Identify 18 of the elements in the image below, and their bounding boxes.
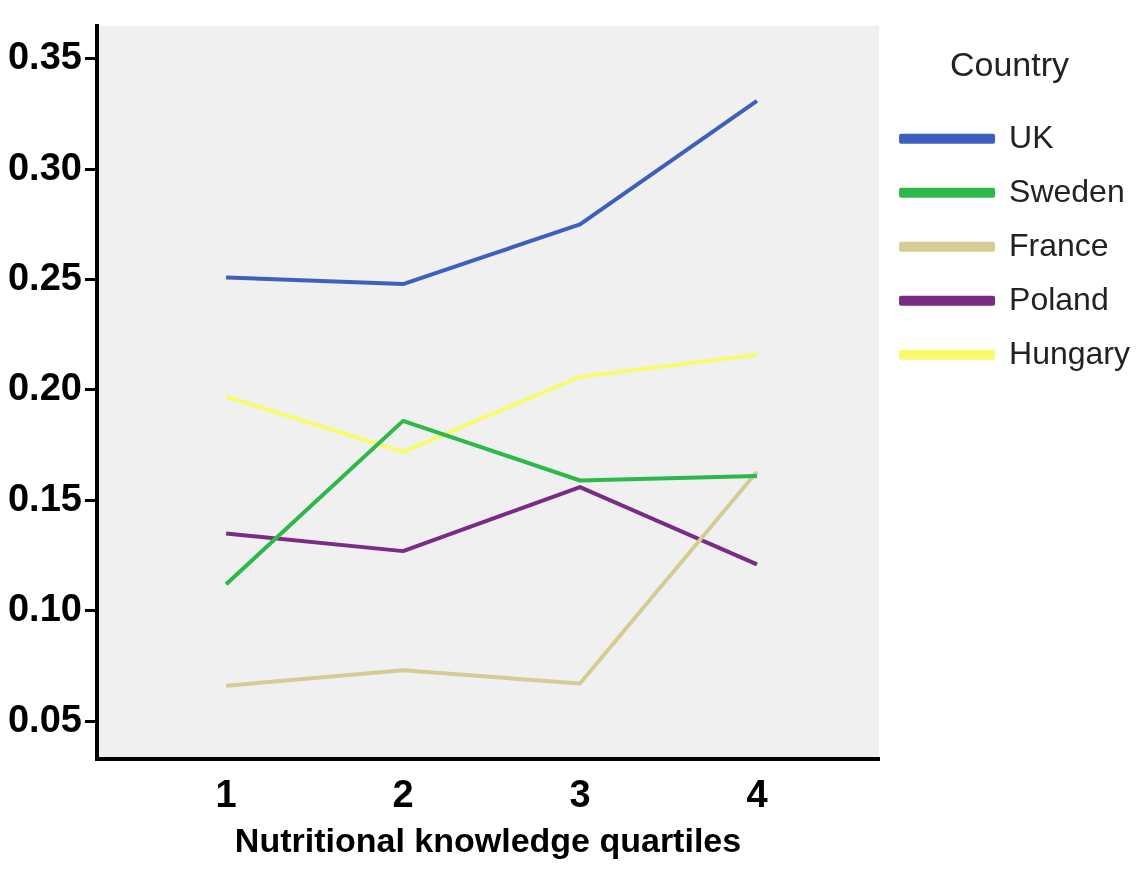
y-tick-label: 0.05 xyxy=(7,697,82,740)
legend-label: Sweden xyxy=(1009,172,1125,209)
x-tick-label: 3 xyxy=(569,772,591,815)
legend-label: Poland xyxy=(1009,280,1109,317)
legend-label: Hungary xyxy=(1009,334,1130,371)
y-tick-label: 0.30 xyxy=(7,145,82,188)
x-tick-label: 4 xyxy=(746,772,768,815)
x-tick-label: 1 xyxy=(215,772,237,815)
y-tick-label: 0.35 xyxy=(7,35,82,78)
y-tick-label: 0.10 xyxy=(7,587,82,630)
y-tick-label: 0.20 xyxy=(7,366,82,409)
y-tick-label: 0.15 xyxy=(7,476,82,519)
x-axis-title: Nutritional knowledge quartiles xyxy=(234,820,742,859)
x-tick-label: 2 xyxy=(392,772,414,815)
legend-label: France xyxy=(1009,226,1109,263)
y-tick-label: 0.25 xyxy=(7,256,82,299)
legend-label: UK xyxy=(1009,118,1054,155)
legend-title: Country xyxy=(949,45,1070,84)
